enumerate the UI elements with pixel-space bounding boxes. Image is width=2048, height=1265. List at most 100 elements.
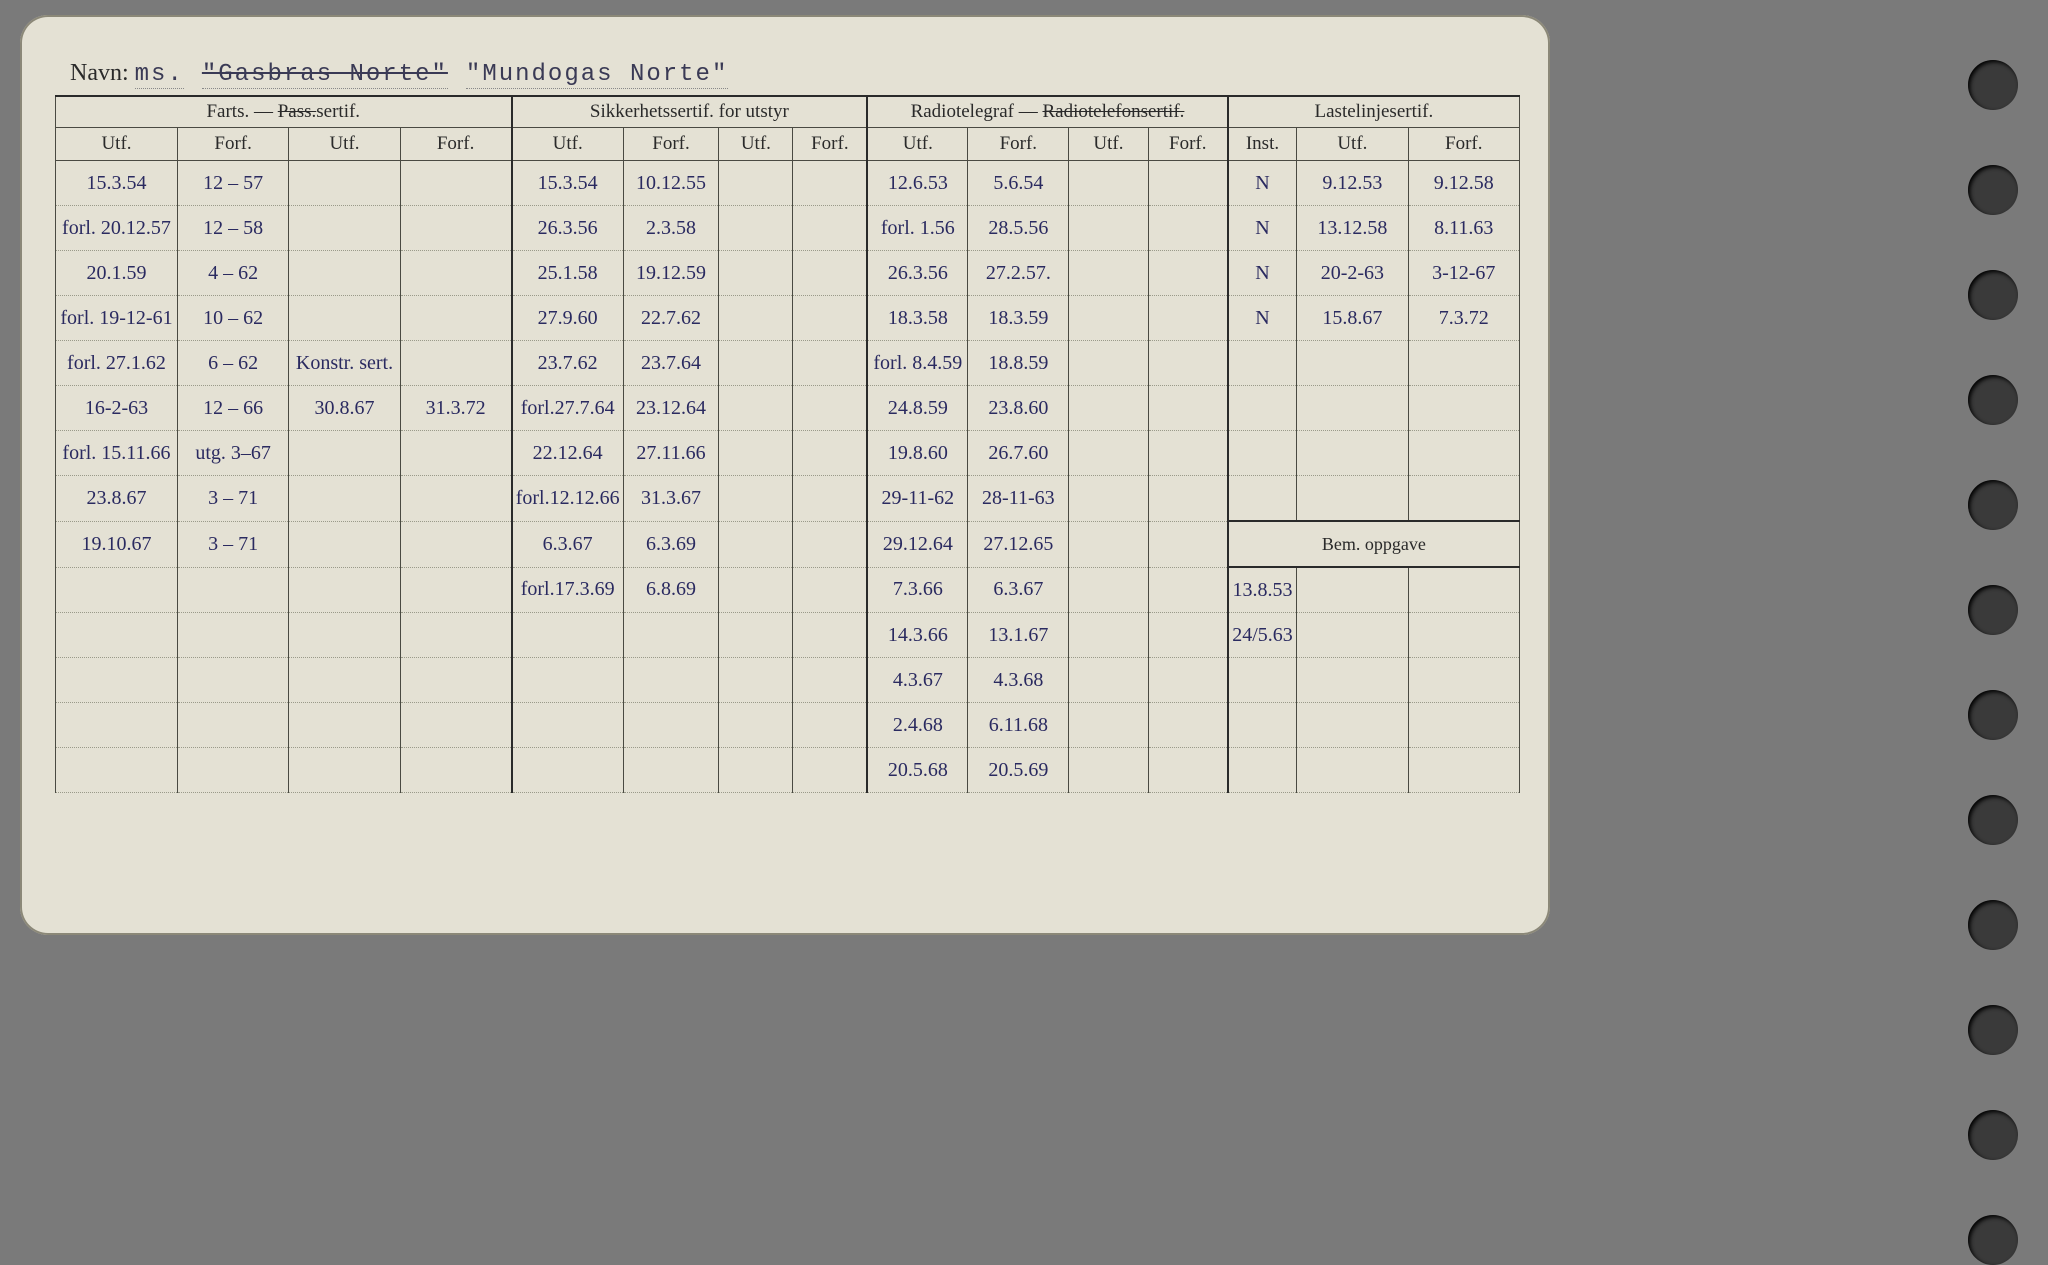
- cell: [512, 748, 624, 793]
- cell: [1408, 748, 1519, 793]
- cell: 9.12.58: [1408, 161, 1519, 206]
- cell: 3-12-67: [1408, 251, 1519, 296]
- cell: 18.3.59: [968, 296, 1069, 341]
- cell: [400, 476, 511, 522]
- cell: [623, 748, 718, 793]
- cell: 29.12.64: [867, 521, 968, 567]
- cell: [1148, 431, 1228, 476]
- cell: [289, 613, 400, 658]
- cell: 23.8.60: [968, 386, 1069, 431]
- cell: [56, 567, 178, 613]
- cell: [1297, 386, 1408, 431]
- cell: [1408, 703, 1519, 748]
- cell: [719, 296, 793, 341]
- cell: [719, 476, 793, 522]
- cell: 31.3.67: [623, 476, 718, 522]
- cell: [719, 567, 793, 613]
- cell: [1297, 341, 1408, 386]
- cell: [177, 567, 288, 613]
- cell: [793, 386, 867, 431]
- cell: 26.7.60: [968, 431, 1069, 476]
- cell: 12.6.53: [867, 161, 968, 206]
- cell: 29-11-62: [867, 476, 968, 522]
- cell: [1148, 341, 1228, 386]
- cell: [512, 703, 624, 748]
- navn-label: Navn:: [70, 60, 129, 86]
- cell: 4.3.68: [968, 658, 1069, 703]
- cell: [289, 476, 400, 522]
- cell: 27.9.60: [512, 296, 624, 341]
- cell: 31.3.72: [400, 386, 511, 431]
- cell: 6.11.68: [968, 703, 1069, 748]
- cell: [793, 613, 867, 658]
- cell: [177, 658, 288, 703]
- cell: [56, 658, 178, 703]
- navn-line: Navn: ms. "Gasbras Norte" "Mundogas Nort…: [70, 60, 1170, 88]
- cell: [400, 521, 511, 567]
- cell: [289, 748, 400, 793]
- table-row: 15.3.5412 – 5715.3.5410.12.5512.6.535.6.…: [56, 161, 1520, 206]
- group-radio: Radiotelegraf — Radiotelefonsertif.: [867, 96, 1228, 128]
- cell: [719, 521, 793, 567]
- col-forf-11: Forf.: [1148, 128, 1228, 161]
- cell: [719, 341, 793, 386]
- cell: [1408, 567, 1519, 613]
- cell: [1069, 567, 1149, 613]
- cell: [1228, 386, 1297, 431]
- cell: 4.3.67: [867, 658, 968, 703]
- cell: 14.3.66: [867, 613, 968, 658]
- cell: [177, 748, 288, 793]
- col-utf-0: Utf.: [56, 128, 178, 161]
- cell: [1148, 161, 1228, 206]
- table-row: 14.3.6613.1.6724/5.63: [56, 613, 1520, 658]
- cell: 3 – 71: [177, 476, 288, 522]
- cell: [56, 748, 178, 793]
- cell: [400, 251, 511, 296]
- cell: 30.8.67: [289, 386, 400, 431]
- cell: 15.3.54: [56, 161, 178, 206]
- cell: 4 – 62: [177, 251, 288, 296]
- cell: [289, 296, 400, 341]
- cell: utg. 3–67: [177, 431, 288, 476]
- table-row: forl.17.3.696.8.697.3.666.3.6713.8.53: [56, 567, 1520, 613]
- cell: 3 – 71: [177, 521, 288, 567]
- cell: 7.3.72: [1408, 296, 1519, 341]
- cell: 23.12.64: [623, 386, 718, 431]
- group-sikkerhet: Sikkerhetssertif. for utstyr: [512, 96, 868, 128]
- cell: [400, 341, 511, 386]
- binder-hole: [1968, 585, 2018, 635]
- binder-hole: [1968, 1110, 2018, 1160]
- col-utf-13: Utf.: [1297, 128, 1408, 161]
- cell: [1148, 476, 1228, 522]
- cell: [623, 703, 718, 748]
- col-forf-9: Forf.: [968, 128, 1069, 161]
- cell: [1228, 658, 1297, 703]
- cell: [1069, 703, 1149, 748]
- cell: 2.3.58: [623, 206, 718, 251]
- cell: 26.3.56: [512, 206, 624, 251]
- bem-oppgave-header: Bem. oppgave: [1228, 521, 1520, 567]
- cell: 12 – 57: [177, 161, 288, 206]
- page-root: Navn: ms. "Gasbras Norte" "Mundogas Nort…: [0, 0, 2048, 954]
- cell: [1228, 703, 1297, 748]
- table-row: forl. 19-12-6110 – 6227.9.6022.7.6218.3.…: [56, 296, 1520, 341]
- cell: 8.11.63: [1408, 206, 1519, 251]
- binder-hole: [1968, 795, 2018, 845]
- cell: [289, 521, 400, 567]
- navn-old-name: "Gasbras Norte": [202, 61, 448, 89]
- table-row: forl. 15.11.66utg. 3–6722.12.6427.11.661…: [56, 431, 1520, 476]
- cell: forl. 20.12.57: [56, 206, 178, 251]
- cell: [1297, 613, 1408, 658]
- cell: 18.8.59: [968, 341, 1069, 386]
- col-utf-2: Utf.: [289, 128, 400, 161]
- col-inst-12: Inst.: [1228, 128, 1297, 161]
- cell: N: [1228, 251, 1297, 296]
- col-forf-5: Forf.: [623, 128, 718, 161]
- col-forf-7: Forf.: [793, 128, 867, 161]
- cell: [289, 161, 400, 206]
- cell: [289, 658, 400, 703]
- cell: [623, 613, 718, 658]
- cell: 27.2.57.: [968, 251, 1069, 296]
- cell: 6.3.67: [968, 567, 1069, 613]
- cell: forl.27.7.64: [512, 386, 624, 431]
